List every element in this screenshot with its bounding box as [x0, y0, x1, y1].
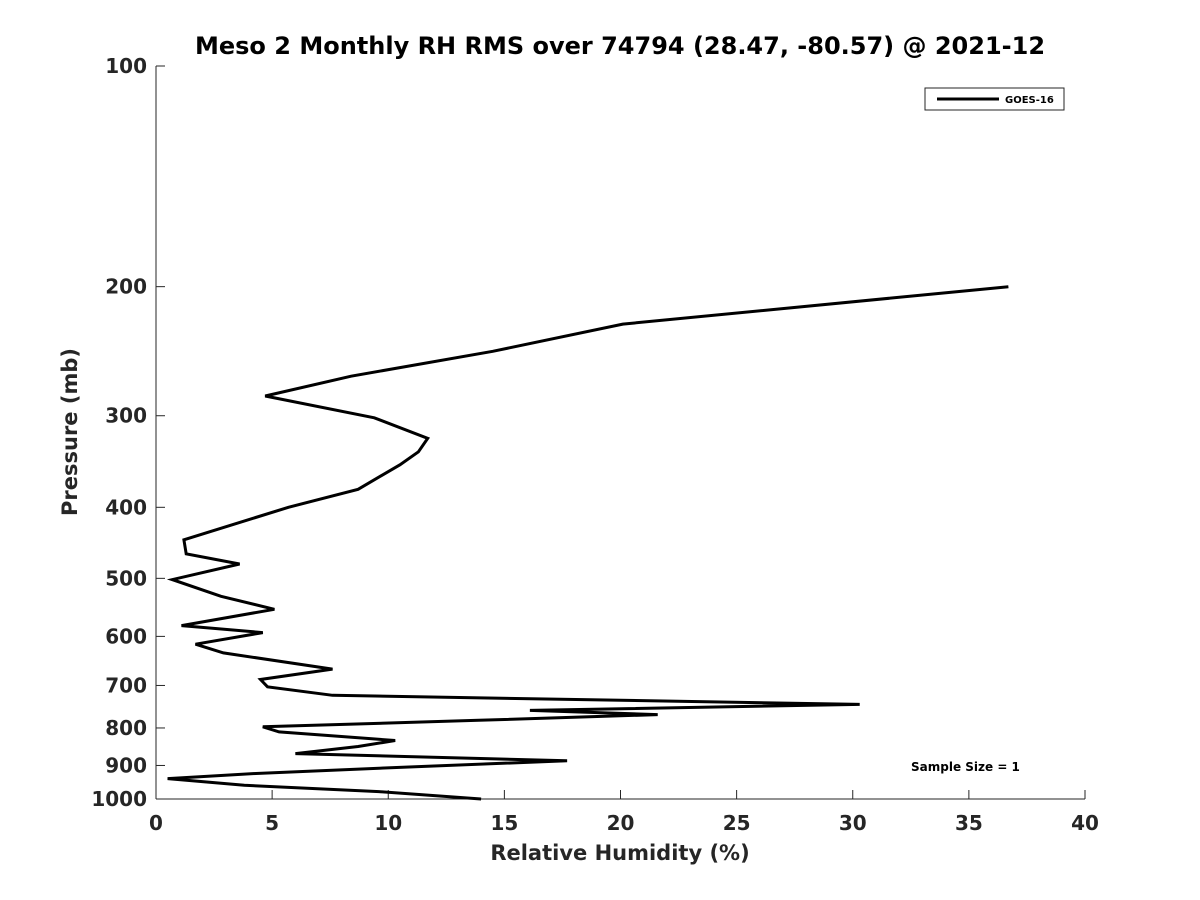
y-tick-label: 100: [105, 54, 147, 78]
series-line-goes-16: [166, 285, 1009, 801]
legend-label: GOES-16: [1005, 95, 1054, 106]
x-tick-label: 35: [955, 811, 983, 835]
x-tick-label: 10: [374, 811, 402, 835]
x-tick-label: 0: [149, 811, 163, 835]
y-tick-label: 200: [105, 275, 147, 299]
y-tick-label: 1000: [91, 787, 147, 811]
sample-size-annotation: Sample Size = 1: [911, 760, 1020, 774]
x-tick-label: 30: [839, 811, 867, 835]
legend: GOES-16: [924, 87, 1065, 111]
y-tick-label: 900: [105, 753, 147, 777]
y-tick-label: 800: [105, 716, 147, 740]
y-axis-label: Pressure (mb): [58, 348, 82, 516]
y-tick-label: 600: [105, 624, 147, 648]
x-tick-label: 40: [1071, 811, 1099, 835]
x-tick-label: 5: [265, 811, 279, 835]
x-tick-label: 15: [490, 811, 518, 835]
chart-title: Meso 2 Monthly RH RMS over 74794 (28.47,…: [195, 32, 1045, 60]
x-tick-label: 20: [607, 811, 635, 835]
y-tick-label: 700: [105, 673, 147, 697]
y-tick-label: 500: [105, 566, 147, 590]
plot-area: 0 5 10 15 20 25 30 35 40 100 200 300 400 500 600 700 800…: [91, 54, 1099, 835]
y-tick-label: 300: [105, 404, 147, 428]
x-tick-label: 25: [723, 811, 751, 835]
y-tick-label: 400: [105, 495, 147, 519]
x-axis-label: Relative Humidity (%): [490, 841, 749, 865]
